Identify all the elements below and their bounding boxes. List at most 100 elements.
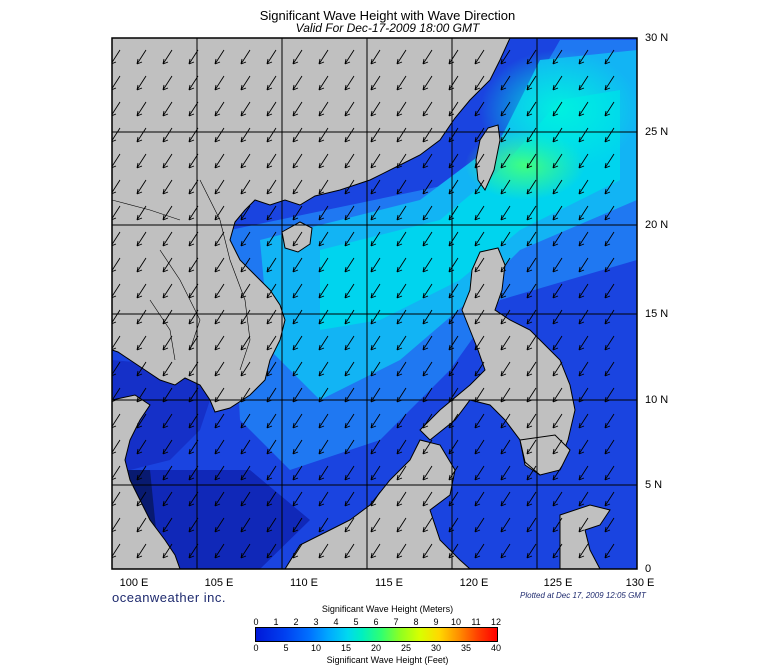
wave-arrow — [578, 361, 589, 377]
wave-arrow — [422, 257, 433, 273]
wave-arrow — [318, 439, 329, 455]
wave-arrow — [474, 491, 485, 507]
wave-arrow — [240, 465, 251, 481]
gulf-of-thailand — [112, 360, 220, 470]
wave-arrow — [604, 491, 615, 507]
wave-arrow — [266, 127, 277, 143]
wave-arrow — [422, 101, 433, 117]
wave-arrow — [396, 335, 407, 351]
wave-arrow — [474, 179, 485, 195]
wave-arrow — [578, 75, 589, 91]
wave-arrow — [422, 153, 433, 169]
wave-arrow — [604, 309, 615, 325]
wave-arrow — [422, 491, 433, 507]
wave-arrow — [292, 153, 303, 169]
wave-arrow — [526, 335, 537, 351]
wave-arrow — [136, 309, 147, 325]
wave-arrow — [136, 257, 147, 273]
wave-arrow — [214, 517, 225, 533]
wave-arrow — [578, 127, 589, 143]
wave-arrow — [214, 49, 225, 65]
wave-arrow — [214, 75, 225, 91]
wave-arrow — [500, 257, 511, 273]
wave-arrow — [474, 387, 485, 403]
wave-arrow — [396, 257, 407, 273]
lon-label-110e: 110 E — [290, 577, 318, 589]
wave-arrow — [162, 413, 173, 429]
wave-arrow — [474, 231, 485, 247]
wave-arrow — [422, 465, 433, 481]
wave-arrow — [474, 439, 485, 455]
lat-label-0: 0 — [645, 563, 652, 575]
wave-arrow — [214, 205, 225, 221]
wave-arrow — [188, 439, 199, 455]
wave-arrow — [500, 543, 511, 559]
wave-arrow — [474, 309, 485, 325]
wave-arrow — [292, 543, 303, 559]
wave-arrow — [188, 413, 199, 429]
legend-meters-tick: 9 — [433, 617, 439, 627]
wave-arrow — [422, 179, 433, 195]
wave-arrow — [292, 231, 303, 247]
wave-arrow — [240, 283, 251, 299]
lat-label-5n: 5 N — [645, 479, 663, 491]
wave-arrow — [526, 205, 537, 221]
wave-arrow — [474, 257, 485, 273]
legend-feet-tick: 25 — [400, 643, 411, 653]
wave-arrow — [292, 439, 303, 455]
wave-arrow — [604, 335, 615, 351]
wave-arrow — [526, 127, 537, 143]
wave-arrow — [136, 491, 147, 507]
wave-arrow — [240, 231, 251, 247]
wave-arrow — [344, 335, 355, 351]
wave-arrow — [448, 283, 459, 299]
lat-label-25n: 25 N — [645, 126, 669, 138]
wave-arrow — [266, 101, 277, 117]
wave-arrow — [214, 309, 225, 325]
wave-arrow — [240, 153, 251, 169]
wave-arrow — [552, 361, 563, 377]
wave-arrow — [578, 179, 589, 195]
wave-arrow — [344, 283, 355, 299]
lon-label-120e: 120 E — [459, 577, 489, 589]
wave-arrow — [396, 361, 407, 377]
wave-arrow — [136, 101, 147, 117]
wave-arrow — [422, 335, 433, 351]
wave-arrow — [136, 231, 147, 247]
wave-arrow — [188, 465, 199, 481]
wave-arrow — [604, 49, 615, 65]
wave-arrow — [422, 231, 433, 247]
wave-arrow — [422, 283, 433, 299]
wave-arrow — [604, 517, 615, 533]
wave-arrow — [240, 491, 251, 507]
wave-arrow — [344, 179, 355, 195]
wave-arrow — [604, 361, 615, 377]
wave-arrow — [266, 75, 277, 91]
wave-arrow — [448, 517, 459, 533]
wave-arrow — [604, 465, 615, 481]
wave-arrow — [292, 517, 303, 533]
wave-arrow — [396, 517, 407, 533]
wave-arrow — [292, 127, 303, 143]
wave-arrow — [448, 413, 459, 429]
wave-arrow — [214, 257, 225, 273]
wave-arrow — [604, 283, 615, 299]
wave-arrow — [136, 413, 147, 429]
wave-arrow — [396, 543, 407, 559]
wave-arrow — [266, 179, 277, 195]
wave-arrow — [526, 257, 537, 273]
wave-arrow — [448, 387, 459, 403]
wave-arrow — [500, 231, 511, 247]
wave-arrow — [604, 75, 615, 91]
legend-meters-tick: 10 — [450, 617, 461, 627]
wave-arrow — [344, 49, 355, 65]
wave-arrow — [214, 335, 225, 351]
wave-arrow — [266, 517, 277, 533]
wave-arrow — [526, 283, 537, 299]
wave-arrow — [344, 75, 355, 91]
wave-arrow — [188, 231, 199, 247]
wave-arrow — [578, 517, 589, 533]
wave-arrow — [370, 257, 381, 273]
wave-arrow — [500, 361, 511, 377]
wave-arrow — [578, 153, 589, 169]
